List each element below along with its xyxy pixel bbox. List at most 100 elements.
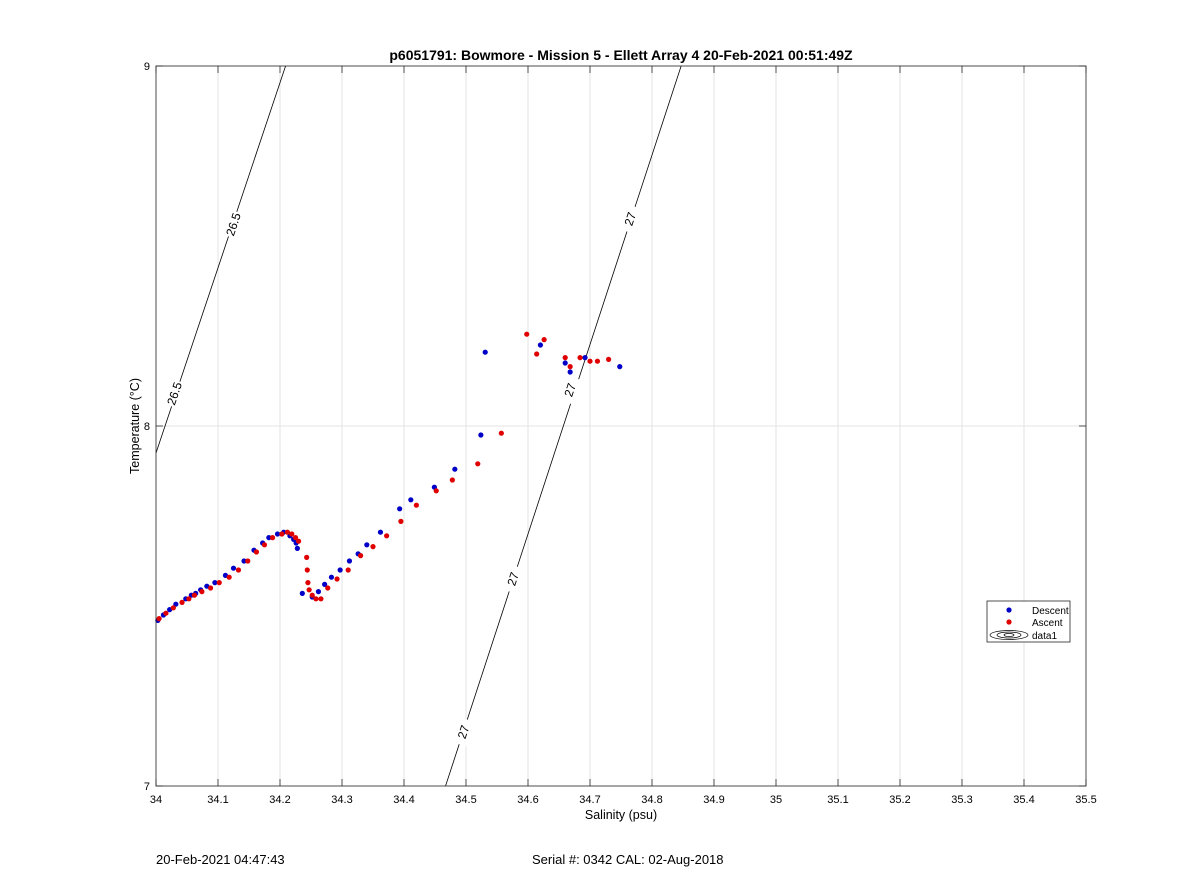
- x-tick-label: 35.5: [1075, 794, 1096, 806]
- ascent-point: [284, 529, 291, 535]
- ascent-point: [207, 585, 214, 591]
- x-tick-label: 35.3: [951, 794, 972, 806]
- x-tick-label: 34.3: [331, 794, 352, 806]
- isopycnal-label-bg: [559, 375, 581, 405]
- x-axis-label: Salinity (psu): [585, 808, 657, 822]
- isopycnal-label-bg: [502, 564, 524, 594]
- isopycnal-label: 27: [455, 723, 473, 740]
- ascent-point: [245, 558, 251, 564]
- isopycnal-label-bg: [619, 204, 641, 234]
- x-tick-label: 34.9: [703, 794, 724, 806]
- ascent-point: [253, 549, 260, 555]
- ascent-point: [309, 592, 315, 598]
- legend-label-ascent: Ascent: [1032, 618, 1063, 629]
- x-tick-label: 34.4: [393, 794, 414, 806]
- descent-point: [562, 360, 568, 366]
- x-tick-label: 34.1: [207, 794, 228, 806]
- ascent-point: [534, 351, 540, 357]
- ascent-point: [296, 538, 302, 544]
- ascent-point: [398, 518, 404, 525]
- descent-point: [478, 432, 484, 438]
- ascent-point: [186, 596, 192, 602]
- y-tick-label: 7: [144, 781, 150, 793]
- descent-point: [241, 558, 247, 564]
- isopycnal-label-bg: [222, 209, 245, 239]
- ascent-point: [261, 542, 268, 548]
- descent-point: [299, 590, 305, 597]
- x-tick-label: 34: [150, 794, 162, 806]
- contour-icon: [989, 630, 1029, 640]
- data-points: [155, 331, 623, 624]
- ascent-point: [318, 596, 324, 602]
- ascent-point: [279, 531, 285, 537]
- legend-box: [986, 600, 1071, 643]
- descent-point: [230, 565, 237, 571]
- x-tick-label: 35.4: [1013, 794, 1034, 806]
- ascent-point: [498, 430, 504, 436]
- ascent-point: [289, 531, 295, 537]
- ascent-point: [191, 592, 198, 598]
- ascent-point: [156, 616, 162, 622]
- ascent-point: [449, 477, 455, 483]
- descent-point: [408, 497, 414, 503]
- legend-marker-descent: [1006, 607, 1012, 613]
- descent-point: [617, 364, 623, 370]
- descent-point: [397, 506, 403, 512]
- axis-ticks: 34 34.1 34.2 34.3 34.4 34.5 34.6 34.7 34.8 34.9 35…: [144, 61, 1097, 806]
- descent-point: [328, 574, 335, 580]
- isopycnal-label-bg: [163, 379, 186, 409]
- ascent-point: [179, 599, 185, 606]
- ascent-point: [170, 605, 176, 611]
- ascent-point: [226, 574, 232, 580]
- ascent-point: [216, 580, 222, 586]
- ascent-point: [413, 502, 419, 508]
- y-tick-label: 8: [144, 421, 150, 433]
- ascent-point: [325, 585, 331, 591]
- ascent-point: [292, 535, 299, 541]
- legend-label-data1: data1: [1032, 631, 1057, 642]
- ascent-point: [345, 567, 351, 573]
- descent-point: [452, 466, 458, 472]
- ascent-point: [334, 576, 340, 582]
- footer-serial-cal: Serial #: 0342 CAL: 02-Aug-2018: [532, 852, 724, 867]
- isopycnal-line: [445, 65, 682, 787]
- ascent-point: [384, 533, 390, 539]
- descent-point: [274, 531, 281, 537]
- descent-point: [364, 542, 370, 548]
- isopycnal-label: 27: [561, 381, 579, 398]
- descent-point: [337, 567, 343, 573]
- ascent-point: [524, 331, 530, 337]
- x-tick-label: 35: [770, 794, 782, 806]
- descent-point: [266, 535, 272, 541]
- x-tick-label: 35.1: [827, 794, 848, 806]
- x-tick-label: 34.8: [641, 794, 662, 806]
- descent-point: [377, 529, 384, 535]
- descent-point: [315, 589, 322, 595]
- x-tick-label: 34.2: [269, 794, 290, 806]
- x-tick-label: 34.6: [517, 794, 538, 806]
- ascent-point: [577, 355, 583, 361]
- x-tick-label: 34.7: [579, 794, 600, 806]
- ascent-point: [587, 358, 593, 364]
- y-axis-label: Temperature (°C): [128, 378, 142, 474]
- ascent-point: [606, 356, 612, 362]
- footer-timestamp: 20-Feb-2021 04:47:43: [156, 852, 285, 867]
- ascent-point: [235, 567, 242, 573]
- isopycnal-label-bg: [452, 717, 475, 747]
- ascent-point: [370, 544, 376, 550]
- legend-label-descent: Descent: [1032, 606, 1069, 617]
- ascent-point: [433, 488, 439, 494]
- isopycnal-label: 27: [622, 210, 640, 227]
- ascent-point: [306, 587, 312, 593]
- descent-point: [346, 558, 353, 564]
- ascent-point: [305, 580, 311, 586]
- x-tick-label: 34.5: [455, 794, 476, 806]
- ascent-point: [541, 337, 547, 343]
- ascent-point: [199, 589, 205, 595]
- ascent-point: [163, 610, 169, 616]
- ascent-point: [594, 358, 601, 364]
- descent-point: [567, 369, 573, 375]
- ascent-point: [475, 461, 481, 467]
- ascent-point: [269, 535, 276, 541]
